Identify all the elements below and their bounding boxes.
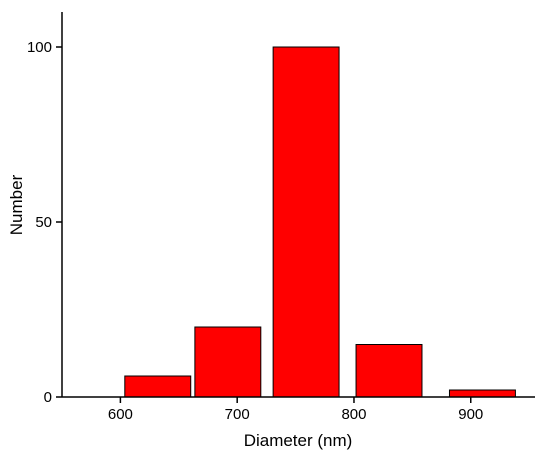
bar	[355, 344, 423, 398]
bar	[194, 326, 262, 398]
y-tick-label: 0	[44, 389, 52, 406]
y-tick-label: 100	[27, 39, 52, 56]
x-tick-label: 700	[225, 406, 250, 423]
x-tick-label: 600	[108, 406, 133, 423]
y-tick-label: 50	[35, 214, 52, 231]
x-axis-label: Diameter (nm)	[244, 431, 353, 450]
bar	[448, 389, 516, 398]
x-tick-label: 800	[341, 406, 366, 423]
x-tick-label: 900	[458, 406, 483, 423]
bar	[124, 375, 192, 398]
bar	[272, 46, 340, 398]
y-axis-label: Number	[7, 174, 26, 235]
